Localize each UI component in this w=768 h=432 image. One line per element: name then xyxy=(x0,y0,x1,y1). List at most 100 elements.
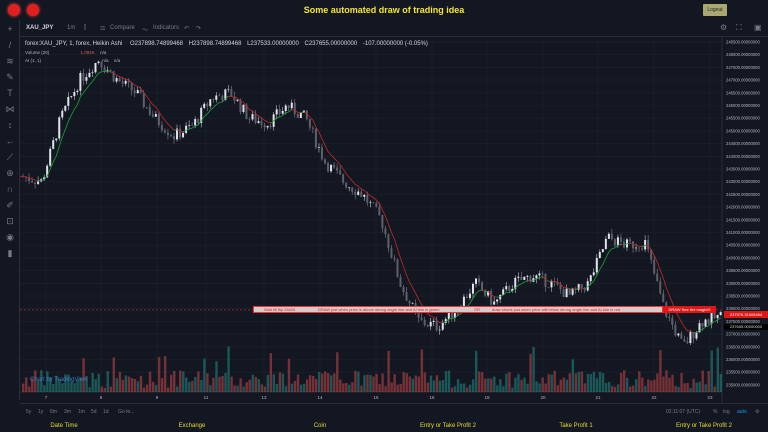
app-header: Some automated draw of trading idea Logo… xyxy=(0,0,768,20)
ai-line-segment xyxy=(234,97,238,99)
range-1d[interactable]: 1d xyxy=(103,409,109,415)
auto-toggle[interactable]: auto xyxy=(737,409,747,415)
volume-bar xyxy=(55,375,58,392)
record-icon[interactable] xyxy=(27,4,39,16)
volume-bar xyxy=(67,374,70,392)
candle-body xyxy=(94,63,97,73)
candle-body xyxy=(357,191,360,195)
log-toggle[interactable]: log xyxy=(723,409,730,415)
zoom-icon[interactable]: ⊕ xyxy=(6,168,14,178)
ai-line-segment xyxy=(261,117,265,121)
interval-button[interactable]: 1m xyxy=(67,25,76,31)
ai-line-segment xyxy=(575,287,579,290)
settings-icon[interactable]: ⚙ xyxy=(755,409,760,415)
ai-line-segment xyxy=(52,155,57,163)
volume-bar xyxy=(568,373,572,392)
record-icon[interactable] xyxy=(8,4,20,16)
volume-bar xyxy=(671,374,674,392)
volume-bar xyxy=(499,379,502,392)
volume-bar xyxy=(369,374,372,392)
candle-body xyxy=(435,320,438,331)
ai-line-segment xyxy=(273,117,277,122)
candle-body xyxy=(535,275,538,279)
chart-type-icon[interactable]: ⫿ xyxy=(84,25,86,31)
undo-icon[interactable]: ↶ xyxy=(184,26,190,32)
price-chart[interactable]: 248500.00000000 248000.00000000 247500.000… xyxy=(20,37,768,403)
logout-button[interactable]: Logout xyxy=(703,4,727,16)
volume-bar xyxy=(76,380,79,392)
range-5y[interactable]: 5y xyxy=(26,409,32,415)
ai-line-segment xyxy=(611,247,616,250)
indicators-button[interactable]: Indicators xyxy=(153,25,180,31)
ai-line-segment xyxy=(711,321,715,324)
candle-body xyxy=(710,312,713,324)
ai-line-segment xyxy=(614,244,619,249)
range-5d[interactable]: 5d xyxy=(91,409,97,415)
ai-line-segment xyxy=(318,131,323,140)
candle-body xyxy=(647,240,650,250)
ai-line-segment xyxy=(285,111,289,114)
redo-icon[interactable]: ↷ xyxy=(196,26,202,32)
volume-bar xyxy=(257,379,260,392)
bottom-toolbar: 5y 1y 6m 3m 1m 5d 1d Go to... 02:11:07 (… xyxy=(20,403,768,418)
candle-body xyxy=(148,107,151,115)
volume-bar xyxy=(103,387,106,392)
volume-bar xyxy=(438,380,442,392)
candle-body xyxy=(212,99,215,100)
fullscreen-icon[interactable]: ⛶ xyxy=(736,23,742,32)
volume-bar xyxy=(414,375,417,392)
legend-close: C237655.00000000 xyxy=(304,41,358,47)
volume-bar xyxy=(523,377,526,392)
compare-button[interactable]: Compare xyxy=(110,25,135,31)
lock-icon[interactable]: ⊡ xyxy=(6,216,14,226)
range-1y[interactable]: 1y xyxy=(38,409,44,415)
fib-icon[interactable]: ≋ xyxy=(6,56,14,66)
range-3m[interactable]: 3m xyxy=(64,409,71,415)
volume-bar xyxy=(191,380,194,392)
ruler-icon[interactable]: ⟋ xyxy=(6,152,14,162)
ai-line-segment xyxy=(487,291,492,296)
ai-line-segment xyxy=(86,84,90,90)
ai-label[interactable]: AI (1, 1) xyxy=(25,58,42,63)
volume-bar xyxy=(40,370,43,392)
eye-icon[interactable]: ◉ xyxy=(6,232,14,242)
volume-label[interactable]: Volume (20) xyxy=(25,50,50,55)
volume-bar xyxy=(707,371,710,392)
candle-body xyxy=(85,77,88,81)
ai-line-segment xyxy=(303,111,308,115)
volume-bar xyxy=(402,372,405,392)
volume-bar xyxy=(43,385,46,392)
lock-draw-icon[interactable]: ✐ xyxy=(6,200,14,210)
ai-line-segment xyxy=(608,248,613,253)
candle-body xyxy=(444,319,447,323)
goto-button[interactable]: Go to... xyxy=(118,409,135,415)
back-arrow-icon[interactable]: ← xyxy=(5,136,15,146)
volume-bar xyxy=(293,380,297,392)
pattern-icon[interactable]: ⋈ xyxy=(5,104,15,114)
candle-body xyxy=(580,284,583,289)
series-name[interactable]: forex:XAU_JPY, 1, forex, Heikin Ashi xyxy=(25,41,123,47)
brush-icon[interactable]: ✎ xyxy=(6,72,14,82)
settings-icon[interactable]: ⚙ xyxy=(720,23,728,32)
volume-bar xyxy=(595,378,599,392)
ai-line-segment xyxy=(64,121,69,130)
candle-body xyxy=(324,159,326,164)
candle-body xyxy=(622,241,625,248)
trend-line-icon[interactable]: / xyxy=(8,40,12,50)
camera-icon[interactable]: ▣ xyxy=(754,23,762,32)
text-icon[interactable]: T xyxy=(7,88,13,98)
prediction-icon[interactable]: ↕ xyxy=(7,120,13,130)
percent-toggle[interactable]: % xyxy=(713,409,718,415)
chart-toolbar: XAU_JPY 1m ⫿ ⚖ Compare 〜 Indicators ↶ ↷ … xyxy=(20,20,768,37)
magnet-icon[interactable]: ∩ xyxy=(6,184,14,194)
volume-bar xyxy=(683,383,686,392)
legend-high: H237898.74899468 xyxy=(188,41,242,47)
range-1m[interactable]: 1m xyxy=(78,409,85,415)
symbol-search[interactable]: XAU_JPY xyxy=(26,25,54,31)
candle-body xyxy=(103,67,106,72)
trash-icon[interactable]: ▮ xyxy=(7,248,13,258)
ai-line-segment xyxy=(605,251,610,259)
ai-line-segment xyxy=(518,283,522,286)
crosshair-icon[interactable]: + xyxy=(7,24,13,34)
range-6m[interactable]: 6m xyxy=(50,409,57,415)
